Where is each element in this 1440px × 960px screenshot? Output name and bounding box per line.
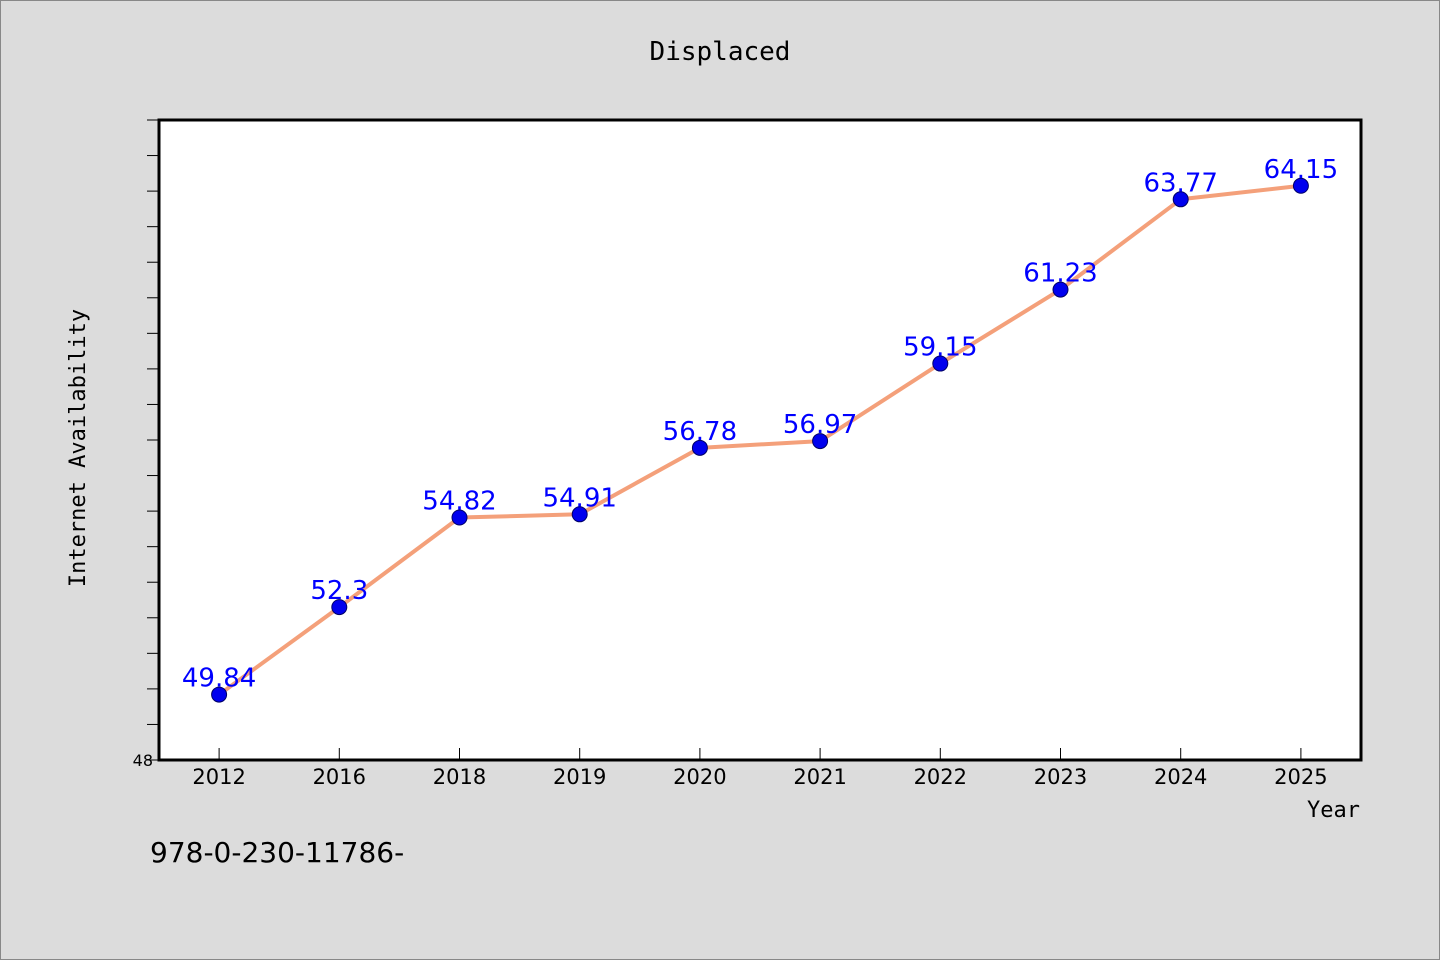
data-point-8 xyxy=(1172,191,1189,208)
data-point-1 xyxy=(331,599,348,616)
data-point-9 xyxy=(1292,177,1309,194)
data-label-5: 56.97 xyxy=(783,410,857,440)
x-tick-label-5: 2021 xyxy=(793,765,846,789)
data-point-3 xyxy=(571,506,588,523)
x-tick-label-0: 2012 xyxy=(192,765,245,789)
series-0-line xyxy=(217,183,1303,697)
x-tick-label-6: 2022 xyxy=(914,765,967,789)
plot-area xyxy=(157,118,1363,762)
data-label-2: 54.82 xyxy=(422,487,496,517)
data-label-6: 59.15 xyxy=(903,333,977,363)
data-label-1: 52.3 xyxy=(310,576,368,606)
footer-text: 978-0-230-11786- xyxy=(150,836,404,869)
data-label-9: 64.15 xyxy=(1264,155,1338,185)
x-tick-label-3: 2019 xyxy=(553,765,606,789)
x-tick-label-4: 2020 xyxy=(673,765,726,789)
x-tick-label-7: 2023 xyxy=(1034,765,1087,789)
x-tick-label-9: 2025 xyxy=(1274,765,1327,789)
x-tick-label-1: 2016 xyxy=(313,765,366,789)
data-point-6 xyxy=(932,355,949,372)
y-tick-label-0: 48 xyxy=(133,751,153,770)
y-axis-ticks: 48 xyxy=(133,119,159,770)
data-label-7: 61.23 xyxy=(1023,259,1097,289)
data-label-4: 56.78 xyxy=(663,417,737,447)
data-point-5 xyxy=(812,433,829,450)
x-tick-label-2: 2018 xyxy=(433,765,486,789)
data-point-7 xyxy=(1052,281,1069,298)
data-label-8: 63.77 xyxy=(1143,168,1217,198)
x-tick-label-8: 2024 xyxy=(1154,765,1207,789)
data-point-4 xyxy=(691,439,708,456)
y-axis-label: Internet Availability xyxy=(66,309,91,587)
x-axis-ticks: 2012 2016 2018 2019 2020 2021 2022 2023 2024 2025 xyxy=(192,748,1328,789)
data-label-3: 54.91 xyxy=(542,483,616,513)
data-label-0: 49.84 xyxy=(182,664,256,694)
data-point-0 xyxy=(211,686,228,703)
data-point-2 xyxy=(451,509,468,526)
x-axis-label: Year xyxy=(1307,798,1360,823)
chart-title: Displaced xyxy=(650,37,791,67)
series-layer: 49.84 52.3 54.82 54.91 56.78 56.97 59.15 61.23 6… xyxy=(182,155,1338,703)
